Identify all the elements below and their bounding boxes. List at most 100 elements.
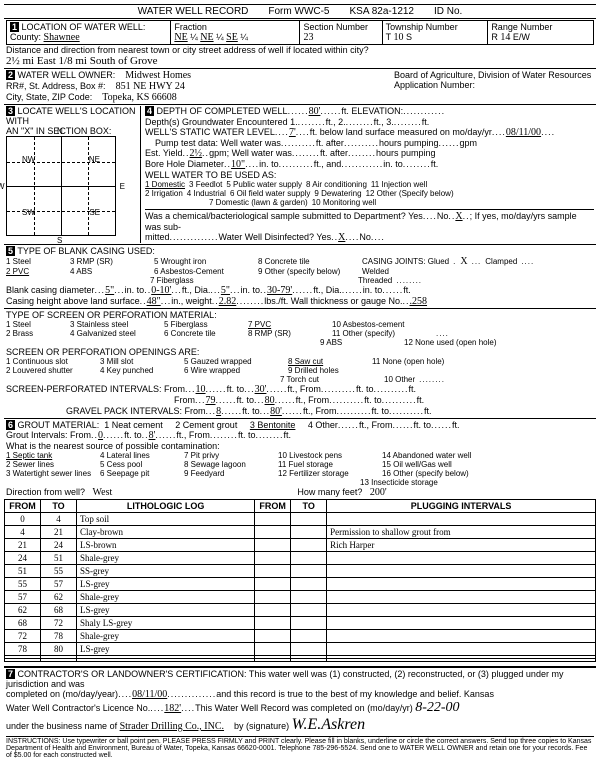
gc7: 7 Pit privy [184,451,274,460]
spi-f2: 79 [206,395,216,406]
rng-ew: E/W [513,32,530,42]
gc4: 4 Lateral lines [100,451,180,460]
f5: SE [226,32,238,43]
swl-t: ft. below land surface measured on mo/da… [310,127,492,137]
cinto: in. to [125,285,145,295]
gc16: 16 Other (specify below) [382,469,469,478]
s5: 5 Fiberglass [164,320,244,329]
th-from: FROM [5,500,41,513]
g1: 1 Neat cement [104,420,163,430]
spi-f1: 10 [196,384,206,395]
s3: 3 Stainless steel [70,320,160,329]
comp-v: 08/11/00 [132,689,167,700]
sec-num-5: 5 [6,246,15,256]
gpi: GRAVEL PACK INTERVALS: From [66,406,206,416]
water-well-record: WATER WELL RECORD Form WWC-5 KSA 82a-121… [0,0,600,764]
sec-num-4: 4 [145,106,154,116]
cert-lbl: CONTRACTOR'S OR LANDOWNER'S CERTIFICATIO… [6,669,563,689]
u8: 8 Air conditioning [306,180,367,189]
table-row: 6268LS-grey [5,604,596,617]
s10: 10 Asbestos-cement [332,320,432,329]
spi-t2: 80 [265,395,275,406]
gc9: 9 Feedyard [184,469,274,478]
fraction-lbl: Fraction [174,22,207,32]
gc13: 13 Insecticide storage [360,478,438,487]
to2: 30-79' [267,285,292,296]
owner-lbl: WATER WELL OWNER: [18,70,116,80]
locate-lbl: LOCATE WELL'S LOCATION WITH [6,106,135,126]
swl-d: 08/11/00 [506,127,541,138]
lic: Water Well Contractor's Licence No. [6,703,150,713]
gc2: 2 Sewer lines [6,460,96,469]
spi: SCREEN-PERFORATED INTERVALS: From [6,384,185,394]
mitted: mitted [145,232,170,242]
swl-v: 7' [289,127,296,138]
s1: 1 Steel [6,320,66,329]
rng-lbl: Range Number [491,22,552,32]
table-row: 5557LS-grey [5,578,596,591]
title: WATER WELL RECORD [138,6,249,17]
compass-box: N S E W NW NE SW SE [6,136,116,236]
table-row: 5762Shale-grey [5,591,596,604]
dir-s: S [57,236,62,245]
rng-v: 14 [500,32,510,43]
instructions: INSTRUCTIONS: Use typewriter or ball poi… [6,736,594,759]
twp-v: 10 [394,32,404,43]
dir-e: E [120,182,125,191]
o6: 6 Wire wrapped [184,366,284,375]
bus-v: Strader Drilling Co., INC. [120,721,224,732]
c7: 7 Fiberglass [150,276,250,285]
chem-x: X [455,211,462,222]
no: No [437,211,449,221]
s11: 11 Other (specify) [332,329,432,338]
dir: Direction from well? [6,487,85,497]
twp-lbl: Township Number [386,22,458,32]
jx: X [460,256,467,267]
u9: 9 Dewatering [314,189,361,198]
gc5: 5 Cess pool [100,460,180,469]
section-3-4: 3 LOCATE WELL'S LOCATION WITH AN "X" IN … [4,104,596,244]
depth-val: 80' [309,106,321,117]
section-5-casing: 5 TYPE OF BLANK CASING USED: 1 Steel 3 R… [4,244,596,308]
wt: in., weight [171,296,212,306]
u6: 6 Oil field water supply [230,189,310,198]
contam: What is the nearest source of possible c… [6,441,220,451]
h-v: 48" [147,296,161,307]
board: Board of Agriculture, Division of Water … [394,70,591,80]
disinfect: Water Well Disinfected? Yes [219,232,332,242]
c5: 5 Wrought iron [154,257,254,266]
u10: 10 Monitoring well [312,198,376,207]
form-header: WATER WELL RECORD Form WWC-5 KSA 82a-121… [4,4,596,18]
chem: Was a chemical/bacteriological sample su… [145,211,423,221]
pump: Pump test data: Well water was [155,138,281,148]
sec-num-7: 7 [6,669,15,679]
gc1: 1 Septic tank [6,451,96,460]
table-row: 5155SS-grey [5,565,596,578]
table-row: 7880LS-grey [5,643,596,656]
joints: CASING JOINTS: Glued [362,257,449,266]
city-val: Topeka, KS 66608 [102,92,177,103]
hrs: hours pumping [379,138,439,148]
u7: 7 Domestic (lawn & garden) [209,198,308,207]
u3: 3 Feedlot [189,180,222,189]
dir-v: West [93,487,113,498]
est-v: 2½ [190,148,203,159]
f3: NE [200,32,213,43]
form-no: Form WWC-5 [268,6,329,17]
o7: 7 Torch cut [280,375,380,384]
dir-se: SE [89,208,100,217]
table-row: 2124LS-brownRich Harper [5,539,596,552]
o11: 11 None (open hole) [372,357,444,366]
dia-v: 5" [105,285,114,296]
f4: ¼ [216,32,224,42]
c2: 2 PVC [6,267,66,276]
sec-num-3: 3 [6,106,15,116]
g3: 3 Bentonite [250,420,296,430]
sec-num-6: 6 [6,420,15,430]
o10: 10 Other [384,375,415,384]
dno: No [359,232,371,242]
clamped: Clamped [485,257,517,266]
f2: ¼ [190,32,198,42]
sig: by (signature) [234,721,289,731]
casing-lbl: TYPE OF BLANK CASING USED: [17,246,155,256]
